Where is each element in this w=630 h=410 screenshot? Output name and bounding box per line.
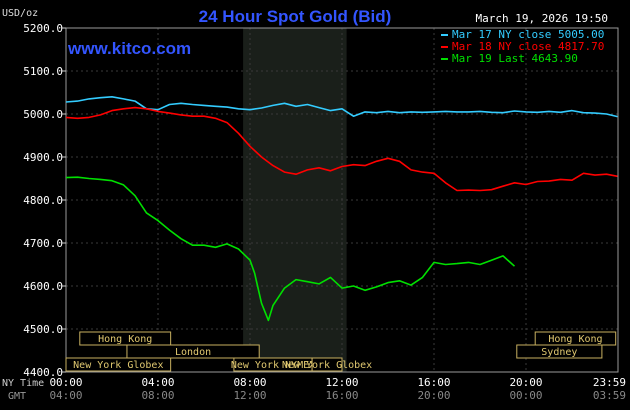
- x-tick-label-ny: 00:00: [49, 376, 82, 389]
- y-tick-label: 4700.0: [23, 237, 63, 250]
- market-session-label: Hong Kong: [98, 334, 152, 345]
- market-session-box: [311, 357, 343, 372]
- legend-entry: Mar 17 NY close 5005.00: [452, 28, 604, 41]
- y-axis-unit-label: USD/oz: [2, 8, 38, 19]
- y-tick-label: 4400.0: [23, 366, 63, 379]
- x-tick-label-gmt: 12:00: [233, 389, 266, 402]
- series-line-3: [65, 176, 516, 322]
- y-tick-label: 4900.0: [23, 151, 63, 164]
- nymex-session-band: [243, 28, 347, 372]
- x-tick-label-ny: 08:00: [233, 376, 266, 389]
- x-tick-label-gmt: 08:00: [141, 389, 174, 402]
- timestamp: March 19, 2026 19:50: [476, 12, 608, 25]
- series-line-1: [65, 96, 618, 118]
- market-session-label: New York Globex: [73, 360, 163, 371]
- x-tick-label-gmt: 16:00: [325, 389, 358, 402]
- legend-entry: Mar 19 Last 4643.90: [452, 52, 578, 65]
- x-axis-gmt-label: GMT: [8, 391, 26, 402]
- y-tick-label: 5100.0: [23, 65, 63, 78]
- y-tick-label: 4600.0: [23, 280, 63, 293]
- market-session-box: [65, 357, 172, 372]
- y-tick-label: 4500.0: [23, 323, 63, 336]
- market-session-box: [79, 331, 172, 346]
- x-axis-ny-label: NY Time: [2, 378, 44, 389]
- x-tick-label-ny: 23:59: [593, 376, 626, 389]
- y-tick-label: 5200.0: [23, 22, 63, 35]
- website-watermark: www.kitco.com: [67, 39, 191, 58]
- market-session-label: Hong Kong: [548, 334, 602, 345]
- market-session-box: [126, 344, 260, 359]
- x-tick-label-gmt: 04:00: [49, 389, 82, 402]
- market-session-box: [516, 344, 603, 359]
- market-session-label: London: [175, 347, 211, 358]
- x-tick-label-ny: 20:00: [509, 376, 542, 389]
- x-tick-label-gmt: 00:00: [509, 389, 542, 402]
- x-tick-label-ny: 04:00: [141, 376, 174, 389]
- legend-entry: Mar 18 NY close 4817.70: [452, 40, 604, 53]
- y-tick-label: 4800.0: [23, 194, 63, 207]
- x-tick-label-ny: 16:00: [417, 376, 450, 389]
- series-line-2: [65, 106, 618, 192]
- x-tick-label-ny: 12:00: [325, 376, 358, 389]
- y-tick-label: 5000.0: [23, 108, 63, 121]
- x-tick-label-gmt: 20:00: [417, 389, 450, 402]
- chart-title: 24 Hour Spot Gold (Bid): [199, 7, 392, 26]
- market-session-label: New York Globex: [282, 360, 372, 371]
- market-session-label: Sydney: [541, 347, 577, 358]
- x-tick-label-gmt: 03:59: [593, 389, 626, 402]
- market-session-label: New York NYMEX: [231, 360, 315, 371]
